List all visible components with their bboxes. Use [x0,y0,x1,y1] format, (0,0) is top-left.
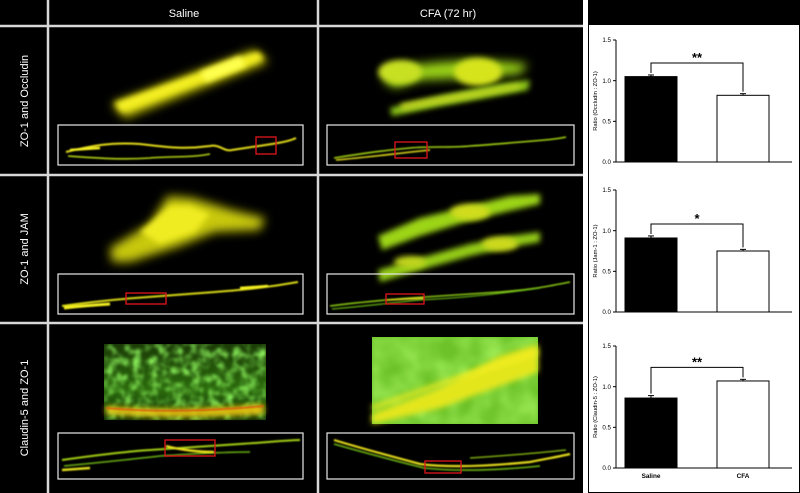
significance-marker: ** [692,354,703,369]
y-axis-label: Ratio (Claudin-5 : ZO-1) [593,376,599,438]
y-tick-label: 1.0 [602,384,611,391]
y-tick-label: 0.5 [602,119,611,126]
significance-bracket [650,62,744,92]
y-tick-label: 0.0 [602,309,611,316]
zoom-image-cfa-occludin [378,58,530,116]
category-label: CFA [737,473,750,480]
bar-chart-1: 0.0 0.5 1.0 1.5 Ratio (Occludin : ZO-1) ** [593,37,792,166]
bar-saline [624,237,678,313]
significance-marker: * [694,211,700,226]
significance-bracket [650,223,744,248]
overview-image-cfa-occludin [333,136,567,161]
significance-bracket [650,366,744,394]
row-title-zo1-occludin: ZO-1 and Occludin [19,55,31,147]
zoom-image-saline-claudin5 [104,344,266,420]
row-title-claudin5-zo1: Claudin-5 and ZO-1 [19,360,31,457]
roi-box-cfa-occludin [394,141,428,159]
y-tick-label: 1.0 [602,78,611,85]
micrograph-grid: Saline CFA (72 hr) ZO-1 and Occludin ZO-… [0,0,583,493]
roi-box-saline-occludin [255,136,277,155]
overview-frame-saline-claudin5 [57,432,304,480]
y-tick-label: 1.5 [602,37,611,44]
column-title-saline: Saline [169,8,200,20]
chart-column-top-bar [588,0,800,24]
overview-frame-cfa-claudin5 [326,432,575,480]
bar-chart-3: 0.0 0.5 1.0 1.5 Ratio (Claudin-5 : ZO-1) Sali… [593,343,792,480]
y-axis-label: Ratio (Jam-1 : ZO-1) [593,224,599,277]
row-title-zo1-jam: ZO-1 and JAM [19,213,31,285]
y-tick-label: 1.5 [602,187,611,194]
overview-frame-saline-jam [57,273,304,315]
overview-image-saline-jam [61,281,299,310]
zoom-image-cfa-jam [378,194,540,282]
bar-chart-2: 0.0 0.5 1.0 1.5 Ratio (Jam-1 : ZO-1) * [593,187,792,316]
overview-frame-cfa-jam [326,273,575,315]
bar-saline [624,76,678,163]
overview-image-cfa-jam [329,281,571,310]
significance-marker: ** [692,50,703,65]
overview-frame-cfa-occludin [326,124,575,166]
category-label: Saline [642,473,661,480]
bar-saline [624,397,678,469]
bar-cfa [716,380,770,469]
y-tick-label: 1.5 [602,343,611,350]
y-tick-label: 0.5 [602,425,611,432]
overview-frame-saline-occludin [57,124,304,166]
zoom-image-cfa-claudin5 [371,337,539,424]
y-tick-label: 1.0 [602,228,611,235]
roi-box-saline-jam [125,292,167,305]
y-tick-label: 0.0 [602,159,611,166]
overview-image-saline-claudin5 [61,439,301,472]
roi-box-cfa-jam [385,293,425,305]
overview-image-saline-occludin [65,137,297,160]
y-tick-label: 0.5 [602,269,611,276]
y-tick-label: 0.0 [602,465,611,472]
roi-box-cfa-claudin5 [424,460,462,474]
zoom-image-saline-jam [110,196,265,262]
bar-cfa [716,250,770,313]
bar-cfa [716,94,770,163]
roi-box-saline-claudin5 [164,439,216,457]
y-axis-label: Ratio (Occludin : ZO-1) [593,71,599,131]
zoom-image-saline-occludin [112,50,268,118]
column-title-cfa: CFA (72 hr) [420,8,476,20]
